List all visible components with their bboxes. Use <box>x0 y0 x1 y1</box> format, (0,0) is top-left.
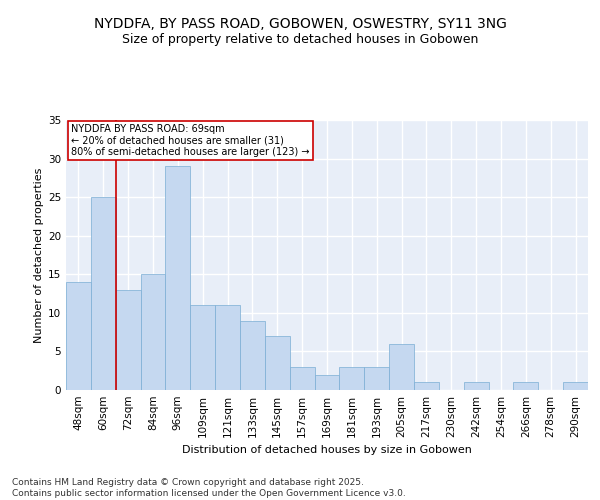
Bar <box>414 382 439 390</box>
X-axis label: Distribution of detached houses by size in Gobowen: Distribution of detached houses by size … <box>182 446 472 456</box>
Text: NYDDFA BY PASS ROAD: 69sqm
← 20% of detached houses are smaller (31)
80% of semi: NYDDFA BY PASS ROAD: 69sqm ← 20% of deta… <box>71 124 310 157</box>
Bar <box>314 374 340 390</box>
Bar <box>563 382 588 390</box>
Text: NYDDFA, BY PASS ROAD, GOBOWEN, OSWESTRY, SY11 3NG: NYDDFA, BY PASS ROAD, GOBOWEN, OSWESTRY,… <box>94 18 506 32</box>
Bar <box>116 290 140 390</box>
Bar <box>514 382 538 390</box>
Bar <box>240 320 265 390</box>
Text: Size of property relative to detached houses in Gobowen: Size of property relative to detached ho… <box>122 32 478 46</box>
Bar <box>166 166 190 390</box>
Bar <box>265 336 290 390</box>
Bar <box>91 197 116 390</box>
Text: Contains HM Land Registry data © Crown copyright and database right 2025.
Contai: Contains HM Land Registry data © Crown c… <box>12 478 406 498</box>
Bar <box>215 305 240 390</box>
Bar <box>340 367 364 390</box>
Bar <box>290 367 314 390</box>
Bar <box>389 344 414 390</box>
Bar <box>364 367 389 390</box>
Bar <box>66 282 91 390</box>
Bar <box>464 382 488 390</box>
Y-axis label: Number of detached properties: Number of detached properties <box>34 168 44 342</box>
Bar <box>190 305 215 390</box>
Bar <box>140 274 166 390</box>
